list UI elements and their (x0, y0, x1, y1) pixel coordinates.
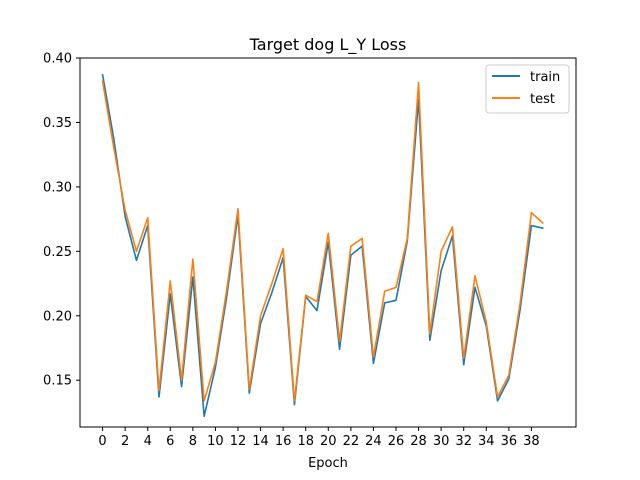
y-tick-label: 0.25 (43, 245, 72, 260)
x-tick-label: 22 (343, 434, 360, 449)
x-tick-label: 32 (455, 434, 472, 449)
x-tick-label: 34 (478, 434, 495, 449)
x-tick-label: 8 (189, 434, 197, 449)
y-tick-label: 0.20 (43, 309, 72, 324)
x-tick-label: 0 (98, 434, 106, 449)
plot-area (101, 73, 544, 418)
legend-label-test: test (530, 92, 555, 107)
x-tick-label: 18 (297, 434, 314, 449)
legend-label-train: train (530, 70, 560, 85)
x-tick-label: 36 (501, 434, 518, 449)
x-tick-label: 16 (275, 434, 292, 449)
x-tick-label: 2 (121, 434, 129, 449)
x-tick-label: 26 (388, 434, 405, 449)
y-tick-label: 0.35 (43, 116, 72, 131)
x-tick-label: 6 (166, 434, 174, 449)
x-tick-label: 12 (230, 434, 247, 449)
chart-title: Target dog L_Y Loss (249, 35, 407, 55)
x-axis-label: Epoch (308, 456, 348, 471)
x-tick-label: 28 (410, 434, 427, 449)
y-axis: 0.15 0.20 0.25 0.30 0.35 0.40 (43, 52, 80, 389)
x-tick-label: 38 (523, 434, 540, 449)
x-tick-label: 24 (365, 434, 382, 449)
x-tick-label: 4 (144, 434, 152, 449)
x-tick-label: 10 (207, 434, 224, 449)
y-tick-label: 0.30 (43, 180, 72, 195)
series-line-test (101, 80, 544, 402)
series-line-train (101, 73, 544, 418)
x-tick-label: 14 (252, 434, 269, 449)
x-axis: 0 2 4 6 8 10 12 14 16 18 20 22 24 26 28 30 32 34 36 38 (98, 427, 540, 449)
x-tick-label: 30 (433, 434, 450, 449)
y-tick-label: 0.15 (43, 374, 72, 389)
x-tick-label: 20 (320, 434, 337, 449)
y-tick-label: 0.40 (43, 52, 72, 67)
legend: train test (485, 64, 570, 114)
